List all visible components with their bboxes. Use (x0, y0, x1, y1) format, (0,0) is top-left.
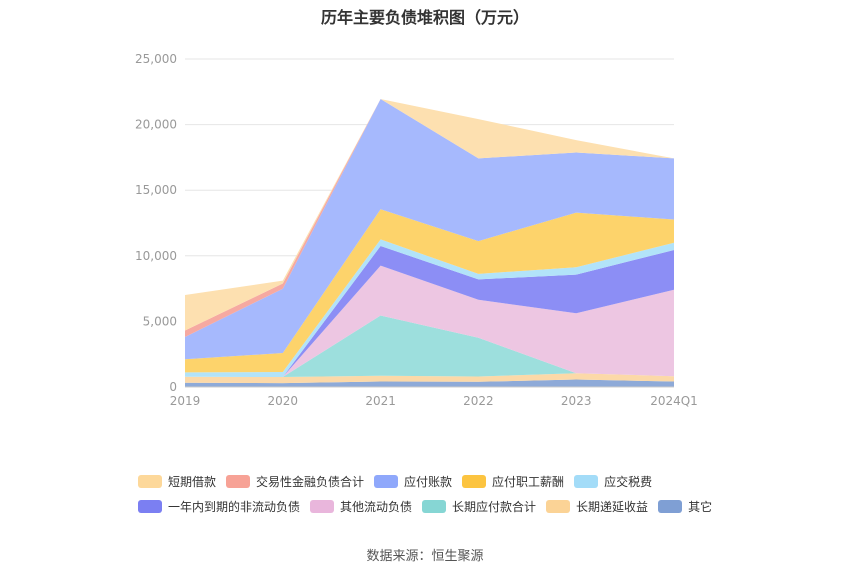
legend-label: 长期递延收益 (576, 499, 649, 514)
legend-item[interactable]: 一年内到期的非流动负债 (138, 498, 300, 515)
legend-item[interactable]: 应付账款 (374, 473, 452, 490)
area-series (185, 209, 674, 373)
legend-row: 一年内到期的非流动负债 其他流动负债 长期应付款合计 长期递延收益 其它 (138, 497, 758, 515)
area-series (185, 373, 674, 384)
legend-item[interactable]: 其他流动负债 (310, 498, 412, 515)
legend-swatch (422, 499, 447, 513)
axis-layer: 0 5,000 10,000 15,000 20,000 25,000 2019 2020 20… (135, 52, 698, 408)
legend-swatch (138, 499, 162, 513)
legend-item[interactable]: 应交税费 (574, 473, 652, 490)
y-tick-label: 20,000 (135, 118, 177, 132)
stacked-area-chart: 0 5,000 10,000 15,000 20,000 25,000 2019 2020 20… (135, 52, 698, 408)
y-tick-label: 0 (169, 380, 177, 394)
legend-label: 一年内到期的非流动负债 (168, 499, 301, 514)
legend-swatch (658, 499, 683, 513)
legend-row: 短期借款 交易性金融负债合计 应付账款 应付职工薪酬 应交税费 (138, 472, 758, 490)
legend-label: 短期借款 (168, 474, 217, 489)
area-series (185, 239, 674, 377)
area-series (185, 99, 674, 360)
legend-swatch (574, 474, 599, 488)
legend-item[interactable]: 其它 (658, 498, 712, 515)
source-note: 数据来源：恒生聚源 (366, 549, 484, 564)
legend-swatch (310, 499, 335, 513)
legend-label: 长期应付款合计 (452, 499, 537, 514)
legend-label: 其他流动负债 (340, 499, 413, 514)
legend-item[interactable]: 长期递延收益 (546, 498, 648, 515)
x-tick-label: 2019 (170, 394, 201, 408)
area-series (185, 315, 674, 377)
area-series (185, 379, 674, 387)
chart-title: 历年主要负债堆积图（万元） (320, 8, 529, 27)
y-tick-label: 25,000 (135, 52, 177, 66)
area-layer (185, 99, 674, 387)
legend-item[interactable]: 长期应付款合计 (422, 498, 536, 515)
legend-item[interactable]: 应付职工薪酬 (462, 473, 564, 490)
x-tick-label: 2020 (268, 394, 299, 408)
legend-swatch (226, 474, 251, 488)
legend-swatch (462, 474, 487, 488)
legend-swatch (138, 474, 162, 488)
x-tick-label: 2024Q1 (650, 394, 698, 408)
legend-swatch (546, 499, 571, 513)
x-tick-label: 2023 (561, 394, 592, 408)
area-series (185, 246, 674, 377)
y-tick-label: 10,000 (135, 249, 177, 263)
legend-swatch (374, 474, 399, 488)
legend-label: 应付职工薪酬 (492, 474, 565, 489)
x-tick-label: 2021 (365, 394, 396, 408)
legend-item[interactable]: 短期借款 (138, 473, 216, 490)
legend-label: 交易性金融负债合计 (256, 474, 365, 489)
legend-item[interactable]: 交易性金融负债合计 (226, 473, 364, 490)
legend-label: 其它 (688, 499, 713, 514)
y-tick-label: 5,000 (143, 314, 177, 328)
legend-label: 应付账款 (404, 474, 453, 489)
y-tick-label: 15,000 (135, 183, 177, 197)
legend: 短期借款 交易性金融负债合计 应付账款 应付职工薪酬 应交税费 一年内到期的非流动负债 其… (138, 472, 758, 522)
legend-label: 应交税费 (604, 474, 653, 489)
x-tick-label: 2022 (463, 394, 494, 408)
